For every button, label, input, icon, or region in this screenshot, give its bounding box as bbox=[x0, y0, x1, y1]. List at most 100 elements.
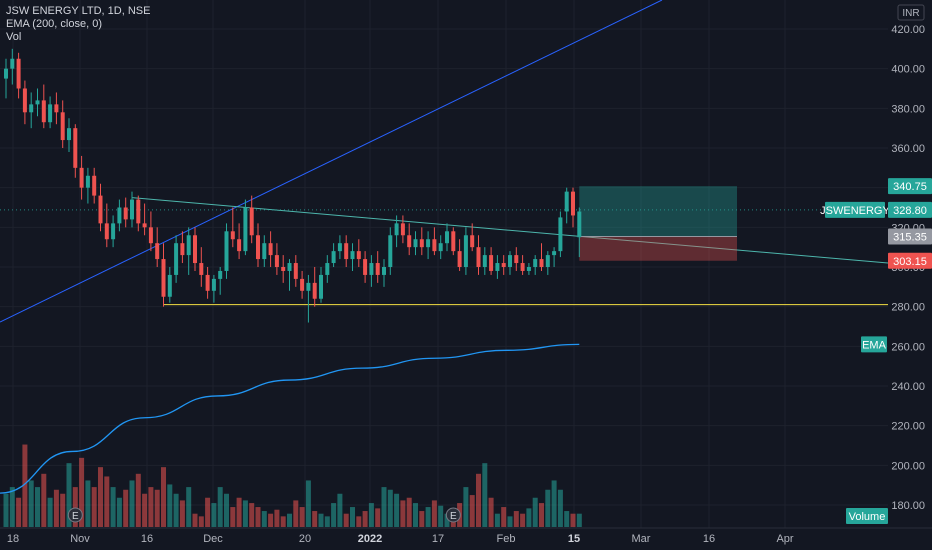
candle-body bbox=[186, 235, 191, 256]
volume-bar bbox=[400, 500, 406, 527]
volume-bars bbox=[3, 444, 582, 527]
candles bbox=[4, 48, 582, 323]
candle-body bbox=[388, 235, 393, 267]
stop-zone[interactable] bbox=[579, 236, 737, 261]
candle bbox=[451, 227, 456, 256]
candle-body bbox=[148, 227, 153, 244]
candle-body bbox=[526, 267, 531, 271]
volume-bar bbox=[331, 503, 337, 527]
candle-body bbox=[571, 191, 575, 216]
volume-bar bbox=[381, 487, 387, 527]
volume-bar bbox=[293, 500, 299, 527]
candle-body bbox=[123, 207, 128, 220]
volume-bar bbox=[482, 463, 488, 527]
candle bbox=[262, 235, 267, 267]
candle-body bbox=[564, 191, 569, 212]
currency-badge[interactable]: INR bbox=[897, 4, 925, 21]
volume-bar bbox=[287, 513, 292, 527]
candle bbox=[104, 203, 109, 248]
candle-body bbox=[495, 263, 500, 271]
candle bbox=[67, 118, 71, 152]
candle-body bbox=[10, 58, 15, 69]
profit-zone[interactable] bbox=[579, 186, 737, 237]
earnings-icon[interactable]: E bbox=[67, 507, 83, 523]
volume-tag-text: Volume bbox=[849, 511, 886, 523]
candle-body bbox=[16, 58, 21, 89]
earnings-icon[interactable]: E bbox=[445, 507, 461, 523]
volume-bar bbox=[116, 497, 122, 527]
symbol-tag: JSWENERGY bbox=[820, 201, 890, 218]
volume-bar bbox=[431, 500, 437, 527]
ema-legend[interactable]: EMA (200, close, 0) bbox=[6, 18, 102, 30]
candle-body bbox=[508, 255, 512, 267]
candle-body bbox=[300, 278, 305, 291]
volume-bar bbox=[60, 493, 66, 527]
candle bbox=[174, 235, 179, 283]
volume-bar bbox=[9, 487, 15, 527]
candle-body bbox=[29, 104, 34, 113]
candle bbox=[142, 203, 147, 236]
candle-body bbox=[274, 255, 279, 267]
candle-body bbox=[312, 282, 317, 299]
candle-body bbox=[369, 263, 374, 275]
candle-body bbox=[306, 282, 311, 291]
candle bbox=[445, 223, 449, 252]
volume-bar bbox=[406, 497, 412, 527]
candle bbox=[350, 243, 355, 271]
candle bbox=[337, 235, 342, 260]
candle bbox=[520, 255, 525, 275]
volume-bar bbox=[22, 444, 28, 527]
volume-legend[interactable]: Vol bbox=[6, 31, 22, 43]
candle-body bbox=[73, 128, 78, 168]
candle bbox=[180, 231, 185, 264]
ema-line[interactable] bbox=[0, 343, 580, 494]
x-axis-panel[interactable] bbox=[0, 528, 932, 550]
candle-body bbox=[457, 251, 462, 267]
symbol-title[interactable]: JSW ENERGY LTD, 1D, NSE bbox=[6, 5, 151, 17]
volume-bar bbox=[192, 513, 198, 527]
y-axis-panel[interactable] bbox=[888, 0, 932, 550]
candle bbox=[400, 215, 405, 244]
candle bbox=[136, 195, 141, 232]
candle-body bbox=[174, 243, 179, 275]
candle bbox=[79, 155, 84, 200]
rising-trendline[interactable] bbox=[0, 0, 663, 323]
volume-bar bbox=[85, 480, 91, 527]
candle-body bbox=[287, 263, 292, 271]
falling-trendline[interactable] bbox=[131, 197, 889, 264]
candle bbox=[41, 84, 46, 129]
candle-body bbox=[382, 267, 386, 275]
candle bbox=[533, 255, 538, 275]
candle bbox=[539, 243, 544, 271]
candle-body bbox=[224, 231, 229, 271]
candle bbox=[123, 197, 128, 228]
earnings-label: E bbox=[450, 511, 457, 522]
candle-body bbox=[161, 259, 166, 297]
volume-bar bbox=[312, 511, 318, 527]
volume-bar bbox=[488, 497, 494, 527]
candle-body bbox=[268, 243, 273, 256]
candle-body bbox=[211, 278, 216, 291]
candle-body bbox=[230, 231, 235, 240]
candle-body bbox=[48, 104, 53, 123]
y-tick-label: 180.00 bbox=[891, 500, 925, 512]
volume-bar bbox=[255, 507, 261, 527]
x-tick-label: 16 bbox=[703, 533, 715, 545]
candle-body bbox=[482, 255, 487, 267]
candle-body bbox=[293, 263, 298, 279]
volume-tag: Volume bbox=[846, 508, 888, 524]
x-tick-label: Nov bbox=[70, 533, 90, 545]
y-tick-label: 400.00 bbox=[891, 64, 925, 76]
volume-bar bbox=[268, 513, 274, 527]
candle-body bbox=[85, 175, 90, 188]
candle bbox=[98, 183, 103, 232]
candle-body bbox=[489, 255, 494, 271]
candle-body bbox=[514, 255, 519, 264]
candle-body bbox=[344, 243, 349, 260]
candle bbox=[363, 251, 368, 283]
volume-bar bbox=[375, 508, 381, 527]
volume-bar bbox=[324, 516, 330, 527]
candle-body bbox=[256, 235, 260, 260]
volume-bar bbox=[394, 493, 400, 527]
